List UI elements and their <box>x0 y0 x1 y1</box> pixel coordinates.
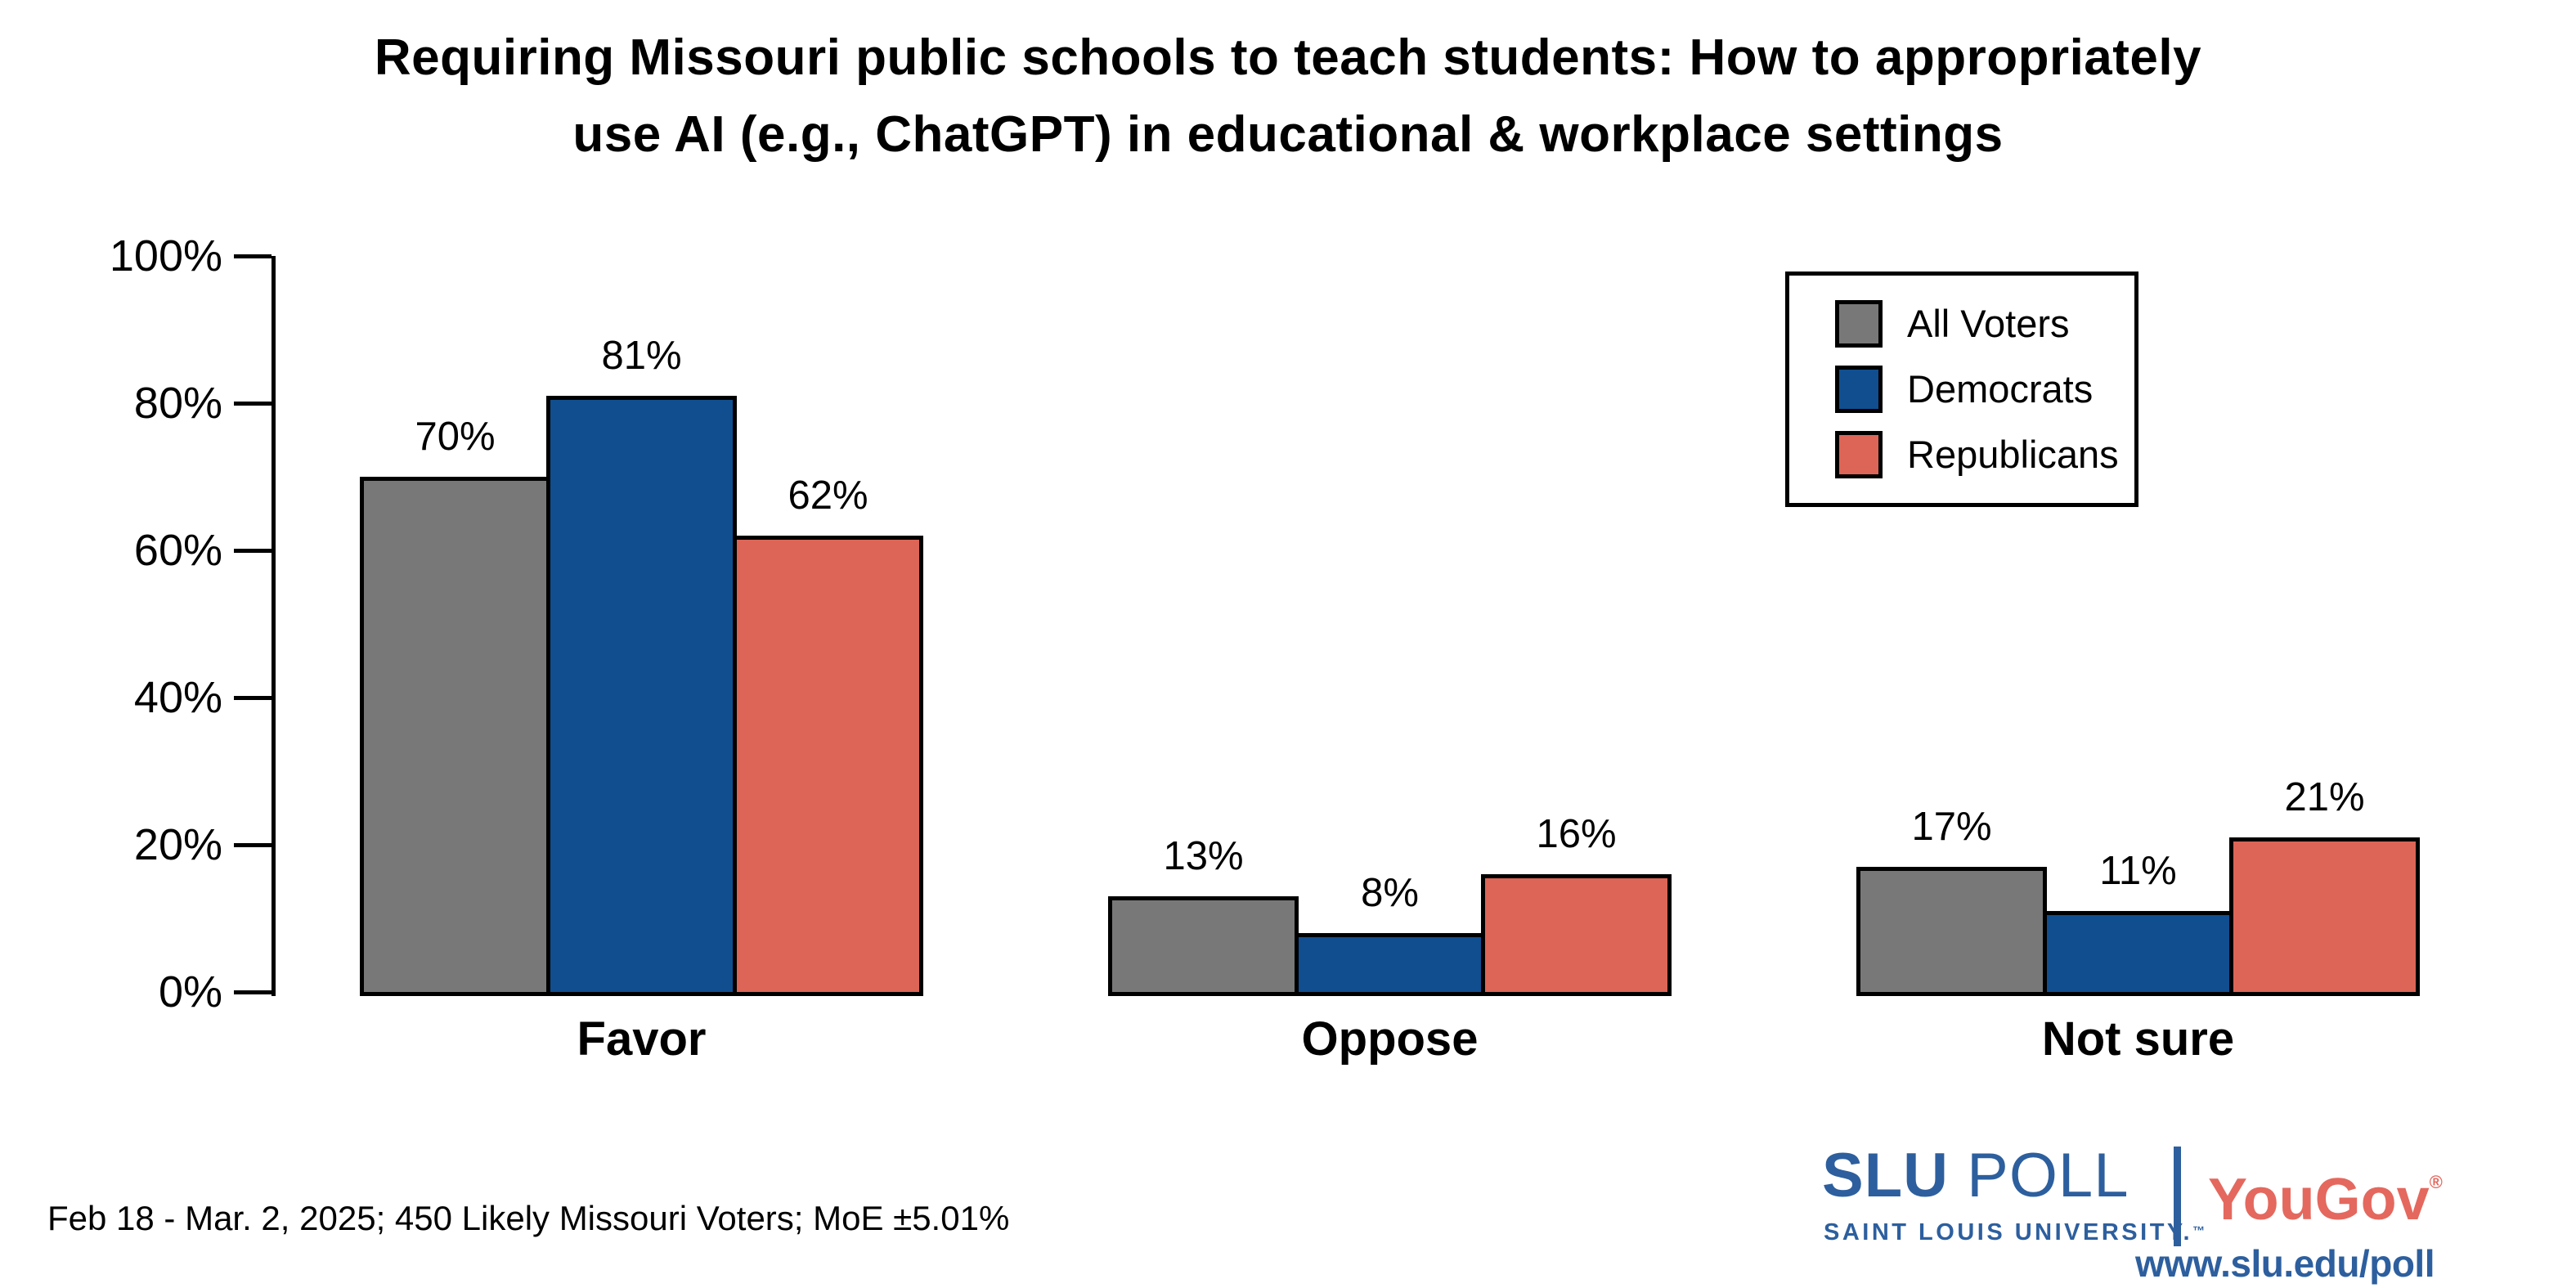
legend-label-all-voters: All Voters <box>1907 302 2070 345</box>
value-label-republicans-favor: 62% <box>788 473 868 518</box>
y-tick-label-80: 80% <box>133 379 222 428</box>
bar-republicans-oppose <box>1481 874 1672 996</box>
saint-louis-university-text: SAINT LOUIS UNIVERSITY. <box>1824 1219 2193 1245</box>
legend-label-republicans: Republicans <box>1907 433 2119 476</box>
y-tick-label-0: 0% <box>158 967 222 1016</box>
registered-symbol: ® <box>2429 1172 2443 1192</box>
category-label-oppose: Oppose <box>1301 1012 1479 1066</box>
value-label-democrats-favor: 81% <box>601 334 682 378</box>
y-tick-40 <box>234 696 272 700</box>
y-tick-label-100: 100% <box>109 231 222 280</box>
value-label-all-voters-favor: 70% <box>415 415 496 459</box>
y-axis <box>272 256 276 996</box>
value-label-republicans-not-sure: 21% <box>2284 775 2365 819</box>
legend-item-democrats: Democrats <box>1835 366 2134 413</box>
source-note: Feb 18 - Mar. 2, 2025; 450 Likely Missou… <box>47 1199 1010 1237</box>
chart-title-line-1: Requiring Missouri public schools to tea… <box>374 29 2202 86</box>
yougov-logo-text: YouGov <box>2208 1167 2430 1232</box>
brand-divider-bar <box>2174 1147 2181 1246</box>
value-label-democrats-not-sure: 11% <box>2099 849 2177 893</box>
legend-swatch-democrats <box>1835 366 1883 413</box>
saint-louis-university-label: SAINT LOUIS UNIVERSITY.™ <box>1824 1218 2205 1245</box>
legend-swatch-republicans <box>1835 431 1883 478</box>
legend: All Voters Democrats Republicans <box>1785 272 2138 507</box>
value-label-all-voters-not-sure: 17% <box>1911 805 1992 849</box>
bar-democrats-not-sure <box>2043 911 2233 996</box>
poll-logo-text: POLL <box>1967 1141 2129 1210</box>
chart-title: Requiring Missouri public schools to tea… <box>0 20 2576 173</box>
yougov-logo: YouGov® <box>2208 1151 2443 1231</box>
legend-item-republicans: Republicans <box>1835 431 2134 478</box>
bar-republicans-favor <box>733 536 923 996</box>
bar-republicans-not-sure <box>2229 837 2420 996</box>
legend-item-all-voters: All Voters <box>1835 300 2134 348</box>
category-label-not-sure: Not sure <box>2041 1012 2235 1066</box>
y-tick-80 <box>234 402 272 406</box>
y-tick-label-60: 60% <box>133 526 222 575</box>
bar-democrats-oppose <box>1295 933 1485 996</box>
value-label-democrats-oppose: 8% <box>1361 871 1419 915</box>
bar-all-voters-not-sure <box>1856 867 2047 996</box>
value-label-republicans-oppose: 16% <box>1536 812 1617 856</box>
y-tick-label-40: 40% <box>133 673 222 722</box>
branding-block: SLU POLL SAINT LOUIS UNIVERSITY.™ YouGov… <box>1822 1143 2443 1288</box>
chart-title-line-2: use AI (e.g., ChatGPT) in educational & … <box>572 106 2004 163</box>
y-tick-0 <box>234 990 272 994</box>
poll-url: www.slu.edu/poll <box>2135 1242 2435 1285</box>
slu-poll-logo: SLU POLL <box>1822 1143 2129 1209</box>
y-tick-label-20: 20% <box>133 820 222 869</box>
category-label-favor: Favor <box>577 1012 707 1066</box>
trademark-symbol: ™ <box>2192 1224 2206 1238</box>
y-tick-100 <box>234 254 272 258</box>
slu-logo-text: SLU <box>1822 1141 1949 1210</box>
bar-all-voters-oppose <box>1108 896 1299 996</box>
legend-label-democrats: Democrats <box>1907 367 2094 411</box>
y-tick-60 <box>234 549 272 553</box>
value-label-all-voters-oppose: 13% <box>1163 834 1244 878</box>
legend-swatch-all-voters <box>1835 300 1883 348</box>
bar-all-voters-favor <box>360 477 550 996</box>
y-tick-20 <box>234 843 272 847</box>
